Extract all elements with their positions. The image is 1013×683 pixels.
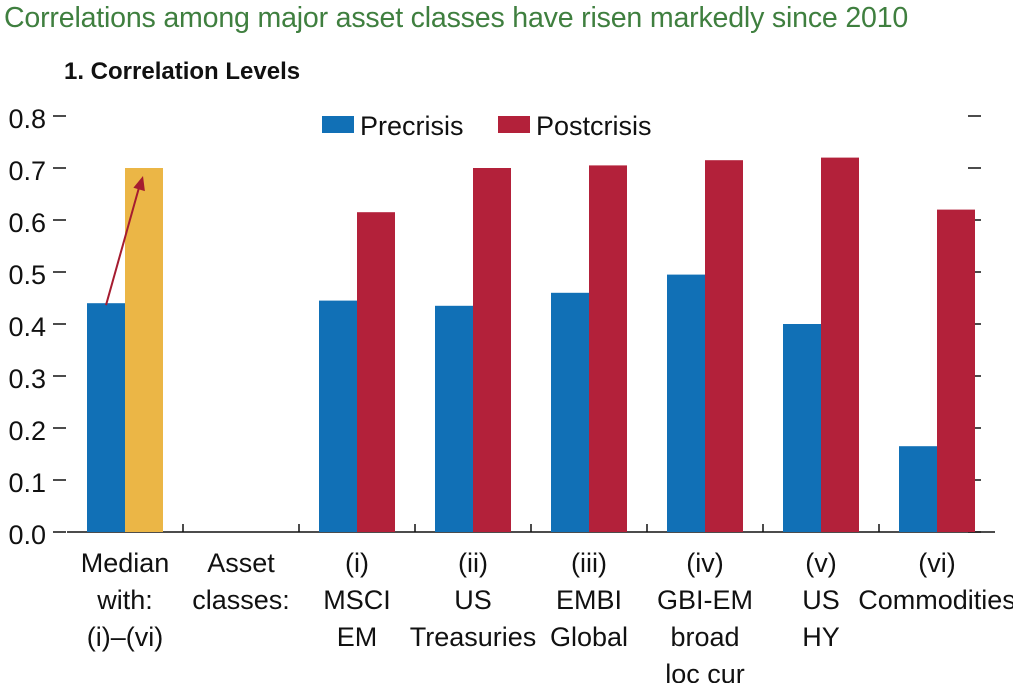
y-tick-label: 0.6: [8, 208, 46, 238]
x-tick-label: loc cur: [665, 659, 745, 683]
y-tick-label: 0.7: [8, 156, 46, 186]
bar-postcrisis: [937, 209, 975, 532]
x-tick-label: (iii): [571, 548, 607, 578]
bar-postcrisis: [705, 160, 743, 532]
plot-area: 0.0 0.1 0.2 0.3 0.4 0.5 0.6 0.7 0.8 Median with: (i…: [8, 104, 1013, 683]
bar-precrisis: [87, 303, 125, 532]
bar-precrisis: [783, 324, 821, 532]
chart-headline: Correlations among major asset classes h…: [4, 2, 909, 34]
x-tick-label: Asset: [207, 548, 275, 578]
x-tick-label: with:: [96, 585, 153, 615]
x-tick-label: HY: [802, 622, 840, 652]
bar-postcrisis: [473, 168, 511, 532]
x-tick-label: (i): [345, 548, 369, 578]
x-tick-label: Commodities: [858, 585, 1013, 615]
y-tick-label: 0.4: [8, 312, 46, 342]
arrow-line: [105, 183, 141, 306]
bar-precrisis: [435, 305, 473, 532]
x-tick-label: US: [454, 585, 492, 615]
bar-precrisis: [319, 300, 357, 532]
y-tick-label: 0.8: [8, 104, 46, 134]
x-tick-label: (ii): [458, 548, 488, 578]
bar-postcrisis: [821, 157, 859, 532]
x-tick-label: broad: [670, 622, 739, 652]
bar-precrisis: [899, 446, 937, 532]
y-tick-label: 0.0: [8, 520, 46, 550]
x-tick-label: GBI-EM: [657, 585, 753, 615]
legend-label: Precrisis: [360, 111, 464, 141]
x-tick-label: EMBI: [556, 585, 622, 615]
x-tick-label: MSCI: [323, 585, 391, 615]
x-tick-label: EM: [337, 622, 378, 652]
bar-median-postcrisis: [125, 168, 163, 532]
bar-postcrisis: [357, 212, 395, 532]
x-tick-label: classes:: [192, 585, 290, 615]
y-tick-label: 0.1: [8, 468, 46, 498]
bar-precrisis: [551, 292, 589, 532]
x-tick-label: US: [802, 585, 840, 615]
y-tick-label: 0.3: [8, 364, 46, 394]
x-tick-label: (iv): [686, 548, 723, 578]
x-tick-label: Median: [81, 548, 170, 578]
legend-swatch: [498, 116, 530, 133]
chart-title: 1. Correlation Levels: [64, 58, 301, 85]
arrow-head: [133, 176, 145, 192]
x-tick-label: (i)–(vi): [87, 622, 163, 652]
x-tick-label: Global: [550, 622, 628, 652]
x-tick-label: (v): [805, 548, 836, 578]
x-tick-label: Treasuries: [410, 622, 537, 652]
legend-label: Postcrisis: [536, 111, 652, 141]
y-tick-label: 0.5: [8, 260, 46, 290]
y-tick-label: 0.2: [8, 416, 46, 446]
bar-postcrisis: [589, 165, 627, 532]
x-tick-label: (vi): [918, 548, 955, 578]
legend-swatch: [322, 116, 354, 133]
bar-precrisis: [667, 274, 705, 532]
